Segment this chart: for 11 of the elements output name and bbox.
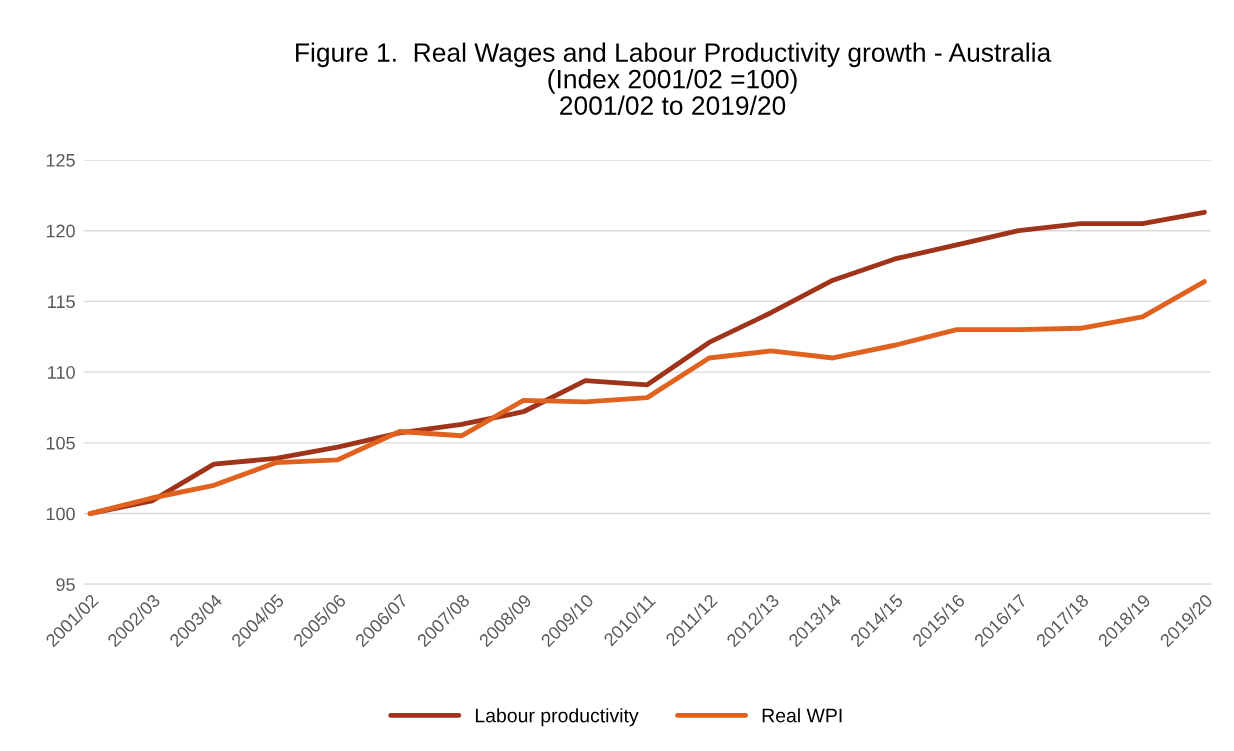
y-tick-label: 95 — [56, 578, 75, 591]
y-tick-label: 100 — [46, 507, 75, 521]
y-tick-label: 110 — [48, 366, 75, 379]
chart-title: Figure 1. Real Wages and Labour Productivity growth - Australia (Index 2001/02 =100) 2001/02 to 2019/20 — [296, 42, 1052, 115]
line-series — [87, 279, 1207, 516]
legend-label: Real WPI — [762, 708, 842, 723]
legend-label: Labour productivity — [475, 708, 639, 727]
y-tick-label: 120 — [46, 224, 75, 238]
y-tick-label: 125 — [46, 153, 75, 167]
y-tick-label: 105 — [46, 436, 75, 450]
y-tick-label: 115 — [48, 295, 75, 309]
